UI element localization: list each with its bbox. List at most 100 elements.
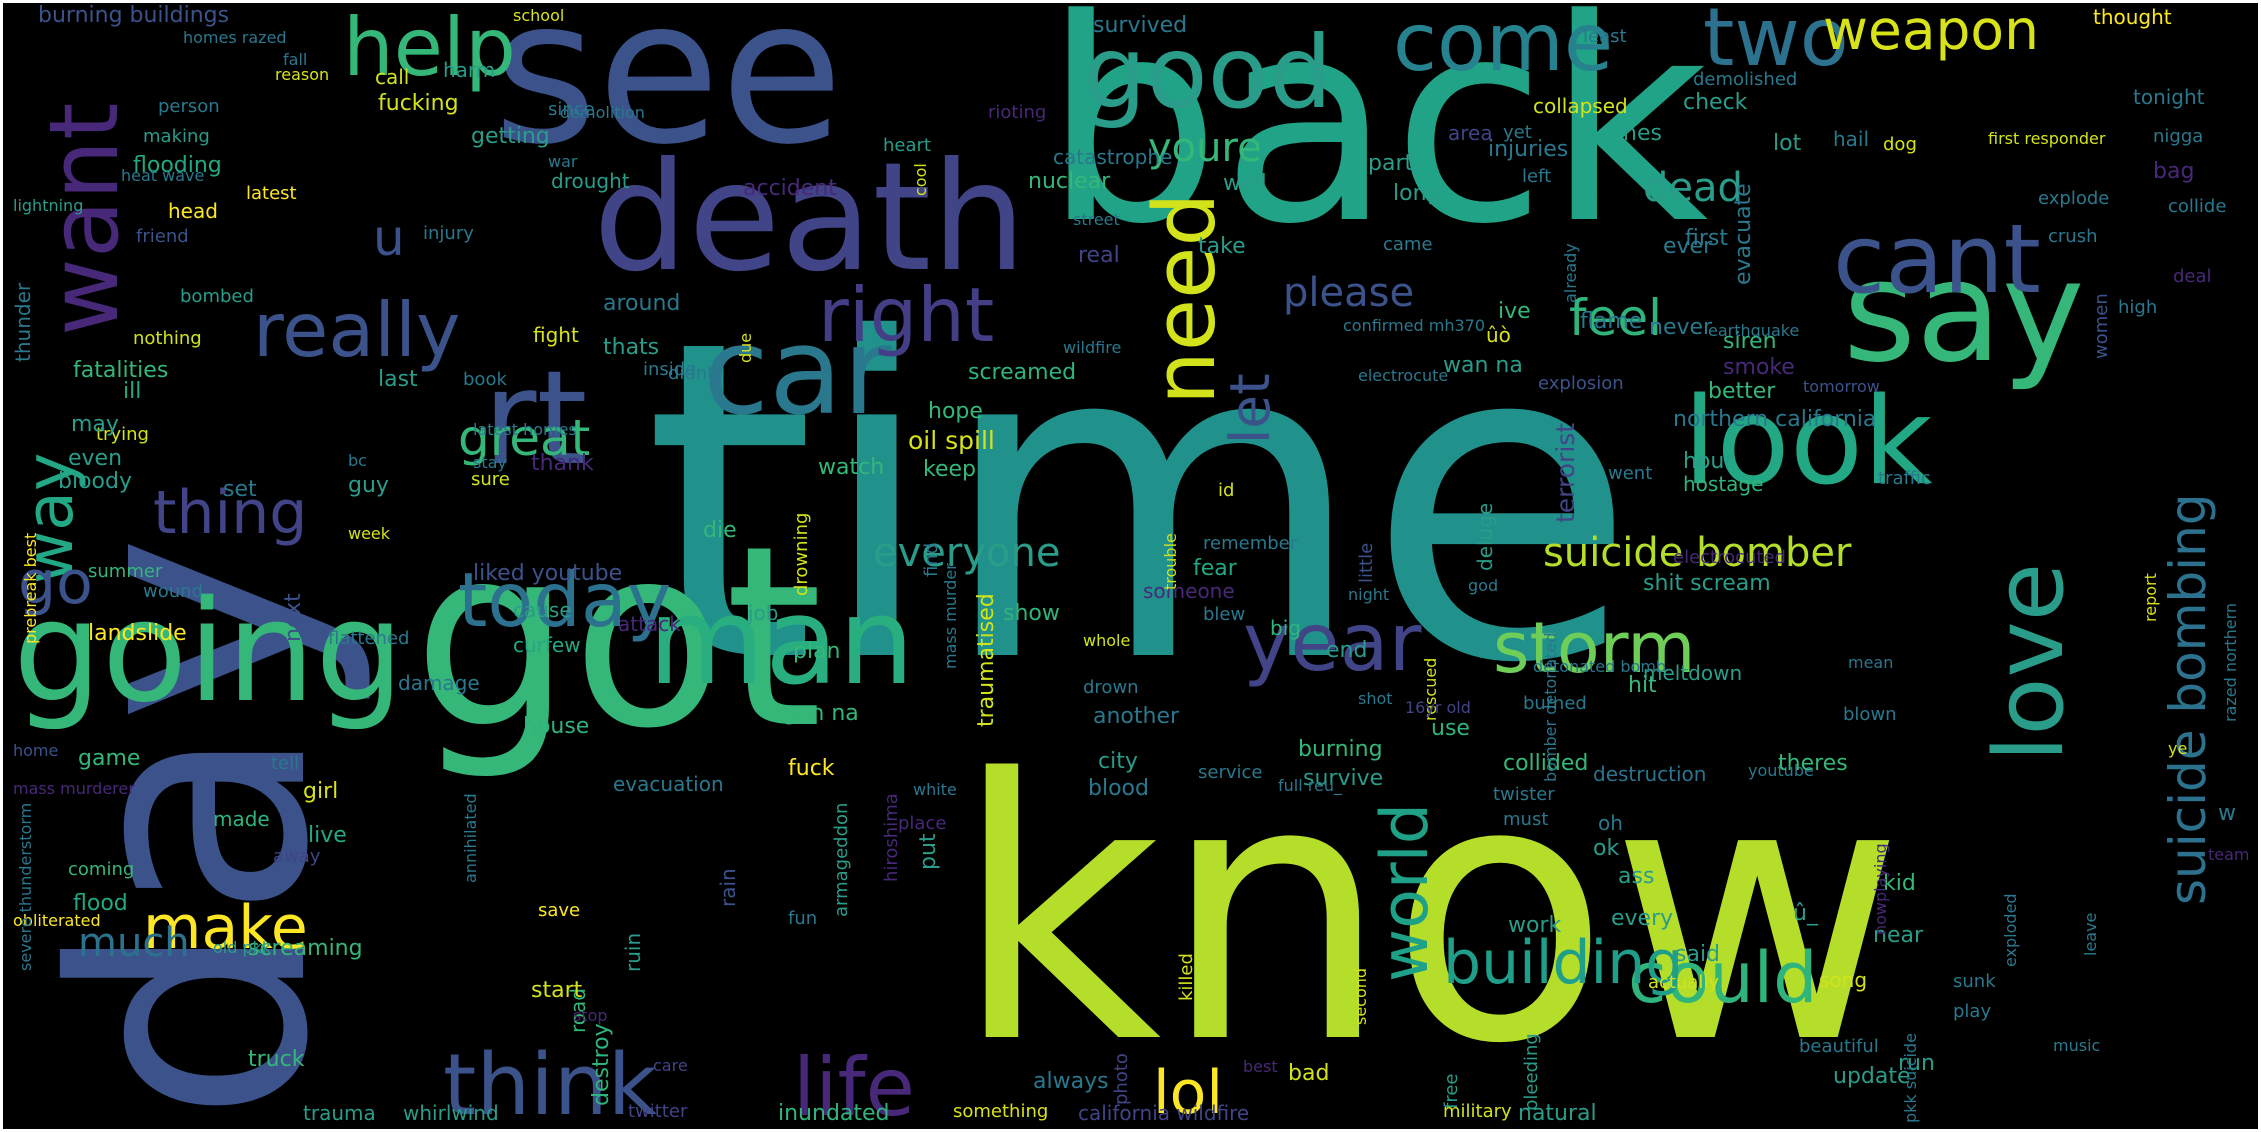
word-set: set [223, 477, 257, 502]
word-bag: bag [2153, 159, 2195, 184]
word-rain: rain [716, 868, 740, 907]
word-feel: feel [1569, 289, 1663, 347]
word-natural: natural [1518, 1101, 1597, 1126]
word-even: even [68, 446, 123, 471]
word-could: could [1628, 937, 1818, 1019]
word-fear: fear [1193, 556, 1237, 581]
word-leave: leave [2081, 912, 2100, 956]
word-flattened: flattened [328, 628, 410, 649]
word-yet: yet [1503, 122, 1532, 143]
word-fuck: fuck [788, 756, 835, 781]
word-service: service [1198, 762, 1263, 783]
word-report: report [2141, 573, 2160, 622]
word-fall: fall [283, 50, 308, 69]
word-military: military [1443, 1101, 1512, 1122]
word-cause: cause [513, 598, 572, 622]
word-explode: explode [2038, 188, 2110, 209]
word-detonated-bomb: detonated bomb [1533, 657, 1667, 676]
word-help: help [343, 3, 516, 94]
word-electrocuted: electrocuted [1673, 547, 1786, 568]
word-sunk: sunk [1953, 971, 1996, 992]
word-shot: shot [1358, 689, 1393, 708]
word-twitter: twitter [628, 1101, 688, 1122]
word-week: week [348, 524, 391, 543]
word-big: big [1270, 616, 1301, 640]
word-hiroshima: hiroshima [881, 793, 902, 882]
word-little: little [1356, 542, 1377, 583]
word-ok: ok [1593, 836, 1620, 861]
word-going: going [13, 571, 405, 734]
word-nigga: nigga [2153, 126, 2204, 147]
word-everyone: everyone [873, 530, 1061, 576]
word-full-reu: full reu_ [1278, 776, 1342, 795]
word-friend: friend [136, 226, 189, 247]
word-always: always [1033, 1069, 1109, 1094]
word-lot: lot [1773, 131, 1802, 156]
word-traffic: traffic [1878, 468, 1931, 489]
word-coming: coming [68, 859, 135, 880]
word-ass: ass [1618, 864, 1655, 889]
word-damage: damage [398, 671, 480, 695]
word-photo: photo [1111, 1053, 1132, 1105]
word-thunder: thunder [11, 282, 35, 362]
word-attack: attack [618, 612, 681, 636]
word-today: today [458, 556, 672, 644]
word-latest: latest [246, 183, 297, 204]
word-building: building [1443, 928, 1684, 998]
word-dead: dead [1643, 165, 1743, 211]
word-ruin: ruin [621, 932, 645, 972]
word-got: got [413, 492, 823, 783]
word-well: well [1223, 171, 1267, 196]
word-sure: sure [471, 469, 510, 490]
word-crush: crush [2048, 226, 2098, 247]
word-city: city [1098, 749, 1138, 774]
word-show: show [1003, 601, 1060, 626]
word-ever: ever [1663, 234, 1713, 259]
word-book: book [463, 369, 507, 390]
word-demolition: demolition [560, 103, 645, 122]
word-long: long [1393, 181, 1441, 206]
word-every: every [1611, 906, 1674, 931]
word-didnt: didnt [668, 363, 715, 384]
word-inside: inside [643, 359, 697, 380]
word-drown: drown [1083, 677, 1139, 698]
word-trauma: trauma [303, 1101, 376, 1125]
word-collided: collided [1503, 751, 1589, 776]
word-remember: remember [1203, 533, 1298, 554]
word-mass-murder: mass murder [941, 563, 960, 669]
word-end: end [1326, 638, 1368, 663]
word-oh: oh [1598, 811, 1623, 835]
word-play: play [1953, 1001, 1992, 1022]
word-youtube: youtube [1748, 761, 1814, 780]
word-start: start [531, 978, 583, 1003]
word-person: person [158, 96, 220, 117]
word-armageddon: armageddon [831, 802, 852, 917]
word-second: second [1351, 967, 1370, 1025]
word-heart: heart [883, 135, 931, 156]
word-best: best [1243, 1057, 1278, 1076]
word-northern-california: northern california [1673, 407, 1877, 432]
word-kid: kid [1883, 871, 1916, 896]
word-collapsed: collapsed [1533, 94, 1628, 118]
word-look: look [1683, 373, 1933, 512]
word-lol: lol [1153, 1058, 1224, 1128]
word-thank: thank [531, 451, 594, 476]
word-burning-buildings: burning buildings [38, 3, 230, 28]
word-fucking: fucking [378, 91, 459, 116]
word-world: world [1368, 803, 1443, 982]
word-suicide-bombing: suicide bombing [2159, 493, 2217, 906]
word-game: game [78, 746, 141, 771]
word-hail: hail [1833, 127, 1870, 151]
word-real: real [1078, 243, 1120, 268]
word-plan: plan [793, 639, 841, 664]
word-made: made [213, 807, 270, 831]
word-catastrophe: catastrophe [1053, 145, 1173, 169]
word-thats: thats [603, 335, 660, 360]
word-liked-youtube: liked youtube [473, 561, 623, 586]
word-around: around [603, 291, 681, 316]
word-survive: survive [1303, 766, 1384, 791]
word-accident: accident [743, 176, 837, 201]
word-heat-wave: heat wave [121, 166, 205, 185]
word-said: said [1675, 942, 1721, 967]
word-please: please [1283, 270, 1415, 316]
